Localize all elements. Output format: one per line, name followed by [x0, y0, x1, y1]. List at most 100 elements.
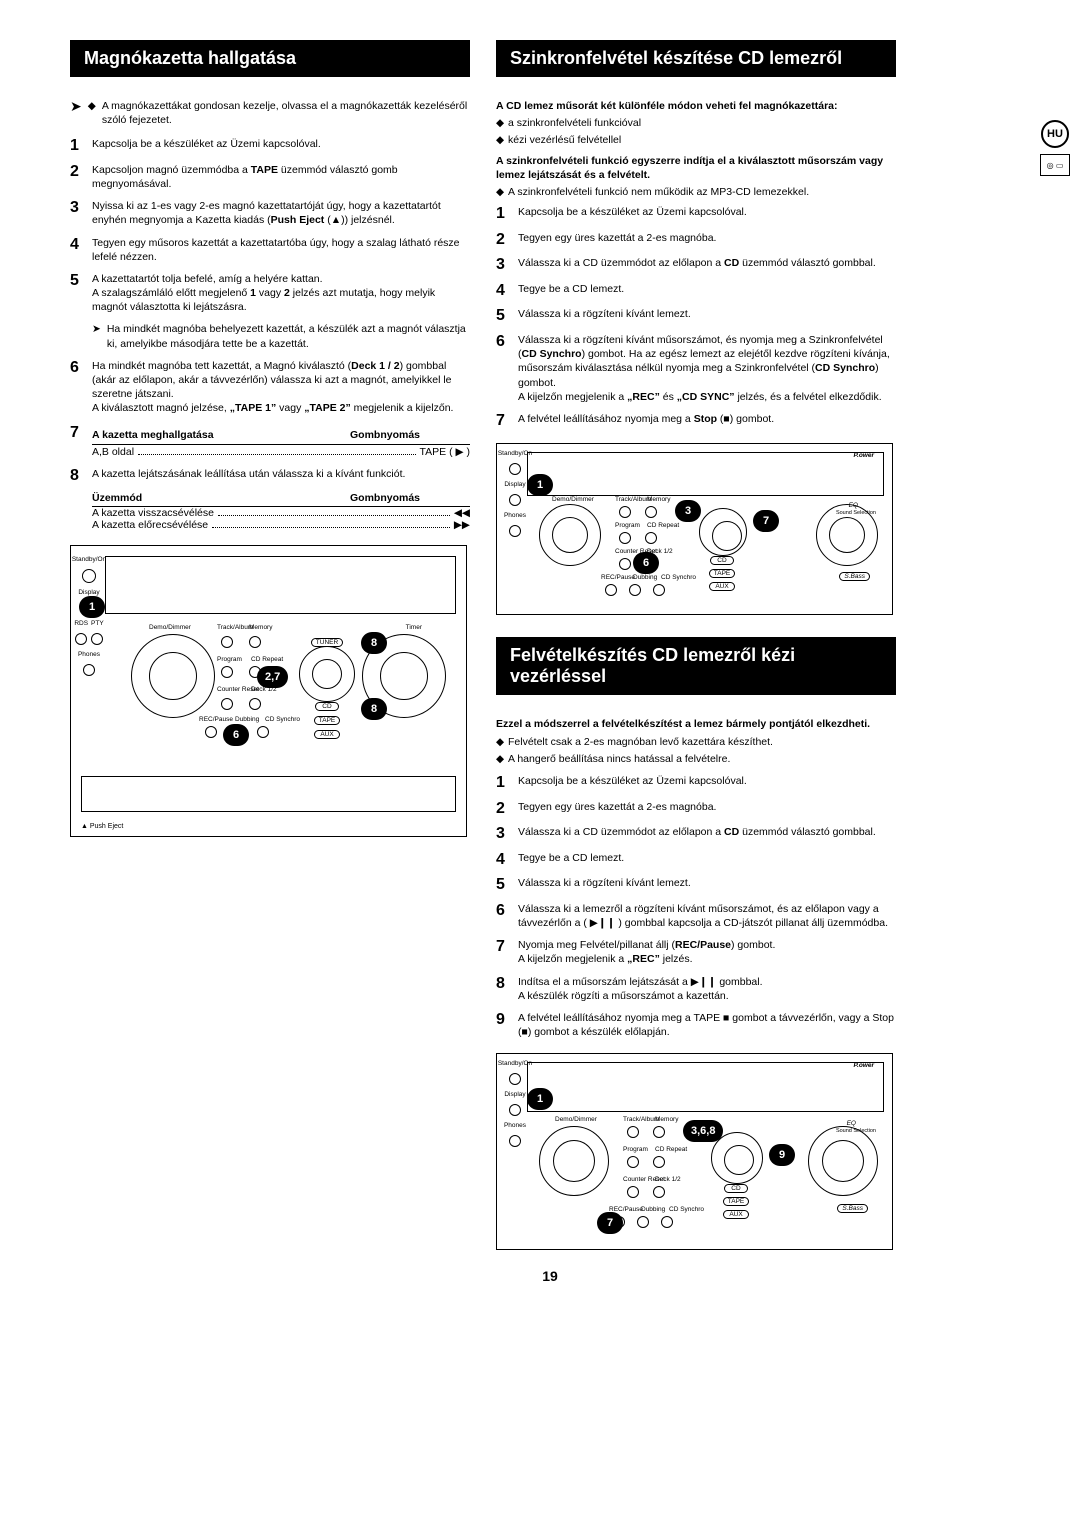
step-text: Nyissa ki az 1-es vagy 2-es magnó kazett… — [92, 199, 470, 227]
language-badge: HU ◎ ▭ — [1040, 120, 1070, 176]
right1-title: Szinkronfelvétel készítése CD lemezről — [496, 40, 896, 77]
bullet-line: ◆kézi vezérlésű felvétellel — [496, 133, 896, 147]
sk-label: Display — [504, 481, 525, 488]
left-note5-text: Ha mindkét magnóba behelyezett kazettát,… — [107, 322, 470, 350]
diamond-icon: ◆ — [496, 735, 502, 749]
right2-bullets: ◆Felvételt csak a 2-es magnóban levő kaz… — [496, 735, 896, 766]
step: 8A kazetta lejátszásának leállítása után… — [70, 467, 470, 485]
right2-steps: 1Kapcsolja be a készüléket az Üzemi kapc… — [496, 774, 896, 1039]
mode-row-r: ◀◀ — [454, 507, 470, 519]
right1-lead2: A szinkronfelvételi funkció egyszerre in… — [496, 154, 896, 182]
callout: 3,6,8 — [683, 1120, 723, 1142]
mode-table-head: Üzemmód Gombnyomás — [92, 492, 470, 507]
sk-label: Timer — [406, 624, 422, 631]
sk-label: P.ower — [854, 1062, 874, 1069]
step-text: Nyomja meg Felvétel/pillanat állj (REC/P… — [518, 938, 896, 966]
step-num: 5 — [70, 272, 92, 290]
callout: 6 — [633, 552, 659, 574]
step: 9A felvétel leállításához nyomja meg a T… — [496, 1011, 896, 1039]
step: 1Kapcsolja be a készüléket az Üzemi kapc… — [70, 137, 470, 155]
step7-row-r: TAPE ( ▶ ) — [420, 445, 470, 459]
sk-label: Demo/Dimmer — [555, 1116, 597, 1123]
right2-title: Felvételkészítés CD lemezről kézi vezérl… — [496, 637, 896, 695]
callout: 8 — [361, 632, 387, 654]
step-text: A kazettatartót tolja befelé, amíg a hel… — [92, 272, 470, 315]
left-device-sketch: Standby/On Display RDS PTY Phones 1 — [70, 545, 467, 837]
left-title: Magnókazetta hallgatása — [70, 40, 470, 77]
sk-dial — [808, 1126, 878, 1196]
step-num: 1 — [496, 205, 518, 223]
callout: 3 — [675, 500, 701, 522]
step: 3Válassza ki a CD üzemmódot az előlapon … — [496, 825, 896, 843]
step: 4Tegyen egy műsoros kazettát a kazettata… — [70, 236, 470, 264]
mode-table-rows: A kazetta visszacsévélése◀◀A kazetta elő… — [70, 507, 470, 531]
sk-label: Standby/On — [72, 556, 106, 563]
bullet-line: ◆Felvételt csak a 2-es magnóban levő kaz… — [496, 735, 896, 749]
callout: 9 — [769, 1144, 795, 1166]
sk-label: Program — [623, 1146, 648, 1153]
right1-after-bullet: ◆ A szinkronfelvételi funkció nem működi… — [496, 185, 896, 199]
step-num: 5 — [496, 876, 518, 894]
callout: 2,7 — [257, 666, 288, 688]
right1-after-text: A szinkronfelvételi funkció nem működik … — [508, 185, 809, 199]
sk-circle — [82, 569, 96, 583]
step-num: 9 — [496, 1011, 518, 1029]
step-text: Tegyen egy műsoros kazettát a kazettatar… — [92, 236, 470, 264]
step-num: 6 — [496, 902, 518, 920]
sk-label: RDS — [74, 620, 88, 627]
sk-label: TAPE — [314, 716, 341, 725]
mode-row-l: A kazetta előrecsévélése — [92, 519, 208, 531]
sk-label: EQ — [847, 1120, 856, 1127]
step: 4Tegye be a CD lemezt. — [496, 851, 896, 869]
hu-box: ◎ ▭ — [1040, 154, 1070, 176]
right1-bullets: ◆a szinkronfelvételi funkcióval◆kézi vez… — [496, 116, 896, 147]
sk-label: Dubbing — [641, 1206, 665, 1213]
sk-label: Deck 1/2 — [655, 1176, 681, 1183]
left-note5: ➤ Ha mindkét magnóba behelyezett kazettá… — [92, 322, 470, 350]
sk-label: AUX — [709, 582, 734, 591]
sk-label: Phones — [78, 651, 100, 658]
left-steps-2: 6Ha mindkét magnóba tett kazettát, a Mag… — [70, 359, 470, 416]
sk-label: Phones — [504, 1122, 526, 1129]
bullet-line: ◆A hangerő beállítása nincs hatással a f… — [496, 752, 896, 766]
sk-label: Dubbing — [633, 574, 657, 581]
step-num: 6 — [496, 333, 518, 351]
step-num: 4 — [496, 851, 518, 869]
mode-row-r: ▶▶ — [454, 519, 470, 531]
sk-label: CD — [315, 702, 338, 711]
sk-label: Memory — [655, 1116, 678, 1123]
left-column: Magnókazetta hallgatása ➤ ◆ A magnókazet… — [70, 40, 470, 1250]
step: 3Nyissa ki az 1-es vagy 2-es magnó kazet… — [70, 199, 470, 227]
sk-jog — [699, 508, 747, 556]
step-num: 3 — [496, 825, 518, 843]
sk-label: Sound Selection — [836, 510, 876, 516]
bullet-text: a szinkronfelvételi funkcióval — [508, 116, 641, 130]
step-num: 1 — [496, 774, 518, 792]
arrow-icon: ➤ — [70, 99, 82, 113]
step: 6Ha mindkét magnóba tett kazettát, a Mag… — [70, 359, 470, 416]
step-text: Kapcsoljon magnó üzemmódba a TAPE üzemmó… — [92, 163, 470, 191]
step: 6Válassza ki a lemezről a rögzíteni kívá… — [496, 902, 896, 930]
sk-dial — [539, 504, 601, 566]
step: 2Tegyen egy üres kazettát a 2-es magnóba… — [496, 231, 896, 249]
sk-label: REC/Pause — [601, 574, 635, 581]
sk-label: CD — [724, 1184, 747, 1193]
callout: 7 — [597, 1212, 623, 1234]
step-text: Válassza ki a rögzíteni kívánt lemezt. — [518, 307, 896, 321]
step-num: 7 — [496, 938, 518, 956]
sk-dial — [539, 1126, 609, 1196]
step-text: A felvétel leállításához nyomja meg a TA… — [518, 1011, 896, 1039]
left-steps-1: 1Kapcsolja be a készüléket az Üzemi kapc… — [70, 137, 470, 314]
left-intro-text: A magnókazettákat gondosan kezelje, olva… — [102, 99, 470, 127]
step-text: Válassza ki a lemezről a rögzíteni kíván… — [518, 902, 896, 930]
sk-label: Display — [78, 589, 99, 596]
right1-steps: 1Kapcsolja be a készüléket az Üzemi kapc… — [496, 205, 896, 429]
left-intro: ➤ ◆ A magnókazettákat gondosan kezelje, … — [70, 99, 470, 127]
diamond-icon: ◆ — [496, 185, 502, 199]
sk-label: P.ower — [854, 452, 874, 459]
callout: 8 — [361, 698, 387, 720]
sk-label: PTY — [91, 620, 104, 627]
step7-head-l: A kazetta meghallgatása — [92, 428, 350, 442]
step-text: Indítsa el a műsorszám lejátszását a ▶❙❙… — [518, 975, 896, 1003]
step: 6Válassza ki a rögzíteni kívánt műsorszá… — [496, 333, 896, 404]
